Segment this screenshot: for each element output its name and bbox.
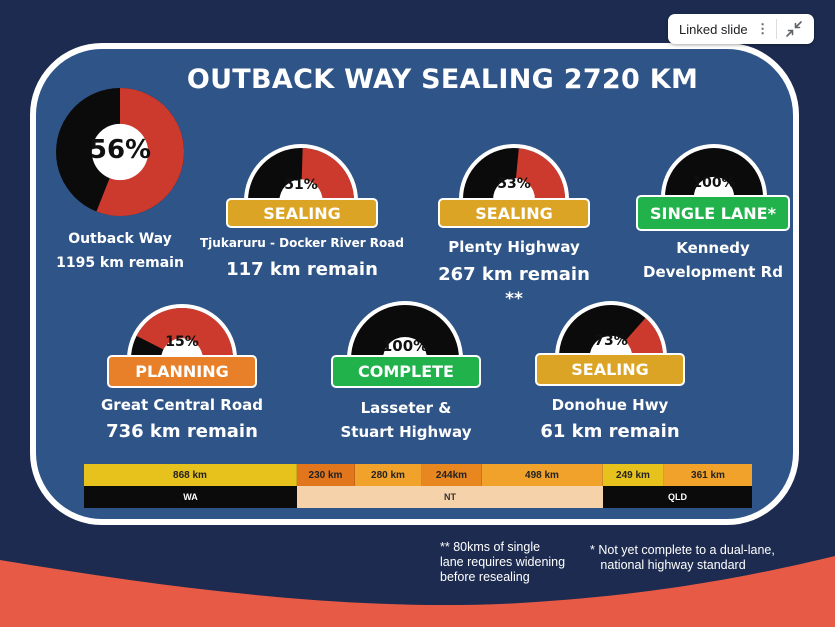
central-remaining-slice [136,308,233,359]
plenty-footnote-marker: ** [505,289,523,309]
state-wa: WA [84,486,297,508]
donohue-remain: 61 km remain [540,421,680,442]
kennedy-name-line2: Development Rd [643,263,783,281]
collapse-icon[interactable] [783,18,805,40]
outback-name: Outback Way [68,231,172,247]
plenty-name: Plenty Highway [448,238,580,256]
widening-footnote: ** 80kms of single lane requires widenin… [440,540,566,584]
central-center-hole [161,338,203,359]
outback-gauge: 56% [55,87,185,217]
single-lane-footnote: * Not yet complete to a dual-lane, natio… [590,543,775,572]
outback-center-hole [91,123,149,181]
lasseter-name-line1: Lasseter & [360,399,452,417]
kennedy-center-hole [693,176,735,197]
linked-slide-label: Linked slide [679,21,748,37]
kennedy-name-line1: Kennedy [676,239,750,257]
lasseter-gauge: 100% [344,297,466,359]
central-status-badge: PLANNING [107,355,257,388]
segment-qld-249: 249 km [603,464,664,486]
central-gauge: 15% [124,297,240,359]
tjukaruru-name: Tjukaruru - Docker River Road [200,236,404,250]
segment-nt-230: 230 km [297,464,355,486]
segment-nt-244: 244km [422,464,482,486]
state-qld: QLD [603,486,752,508]
outback-percent: 56% [88,135,152,165]
tjukaruru-gauge: 51% [241,139,361,201]
segment-nt-280: 280 km [355,464,422,486]
tjukaruru-center-hole [279,179,323,201]
tjukaruru-status-badge: SEALING [226,198,378,228]
kennedy-gauge: 100% [658,139,770,197]
donohue-name: Donohue Hwy [551,396,669,414]
distance-bar: 868 km 230 km 280 km 244km 498 km 249 km… [84,464,752,508]
lasseter-name-line2: Stuart Highway [340,423,472,441]
tjukaruru-remain: 117 km remain [226,259,378,280]
chip-divider [775,19,777,39]
donohue-status-badge: SEALING [535,353,685,386]
lasseter-status-badge: COMPLETE [331,355,481,388]
tjukaruru-percent: 51% [284,177,318,193]
lasseter-center-hole [382,336,428,359]
more-vert-icon[interactable]: ⋮ [756,21,770,36]
donohue-percent: 73% [594,333,628,349]
plenty-gauge: 53% [456,139,572,199]
plenty-percent: 53% [497,176,531,192]
lasseter-background-arc [351,305,459,359]
slide-title: OUTBACK WAY SEALING 2720 KM [186,64,699,95]
linked-slide-chip[interactable]: Linked slide ⋮ [668,14,814,44]
segment-wa-868: 868 km [84,464,297,486]
donohue-gauge: 73% [552,295,670,357]
kennedy-label: Kennedy Development Rd [630,236,796,284]
lasseter-label: Lasseter & Stuart Highway [321,396,491,444]
state-nt: NT [297,486,603,508]
plenty-remain: 267 km remain [438,264,590,285]
central-name: Great Central Road [100,396,264,414]
kennedy-background-arc [665,148,763,197]
donohue-center-hole [589,335,633,357]
plenty-status-badge: SEALING [438,198,590,228]
plenty-center-hole [493,178,535,199]
segment-nt-498: 498 km [482,464,603,486]
lasseter-percent: 100% [381,337,429,355]
central-remain: 736 km remain [106,421,258,442]
central-percent: 15% [165,334,199,350]
kennedy-status-badge: SINGLE LANE* [636,195,790,231]
kennedy-percent: 100% [692,175,736,191]
outback-remain: 1195 km remain [56,255,184,271]
segment-qld-361: 361 km [664,464,752,486]
outback-label: Outback Way 1195 km remain [45,227,195,275]
